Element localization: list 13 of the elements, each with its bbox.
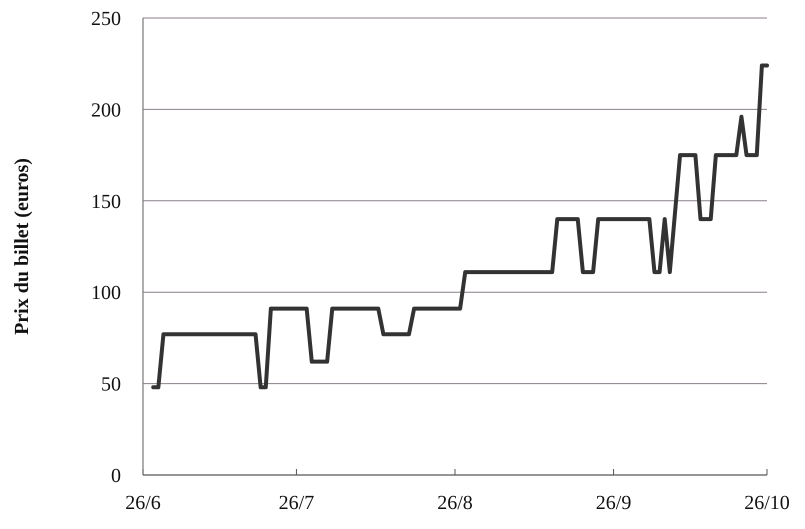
line-series xyxy=(151,64,769,390)
y-axis-title: Prix du billet (euros) xyxy=(11,158,33,335)
y-tick-label: 50 xyxy=(101,374,121,396)
y-tick-label: 150 xyxy=(91,190,121,213)
x-tick-label: 26/8 xyxy=(437,492,473,514)
y-tick-label: 250 xyxy=(91,8,121,30)
x-tick-label: 26/7 xyxy=(278,492,314,514)
y-tick-label: 100 xyxy=(91,282,121,304)
x-tick-label: 26/10 xyxy=(744,492,790,514)
x-tick-label: 26/6 xyxy=(125,492,161,514)
y-tick-label: 0 xyxy=(111,465,121,487)
x-tick-label: 26/9 xyxy=(596,492,632,514)
y-tick-label: 200 xyxy=(91,99,121,122)
